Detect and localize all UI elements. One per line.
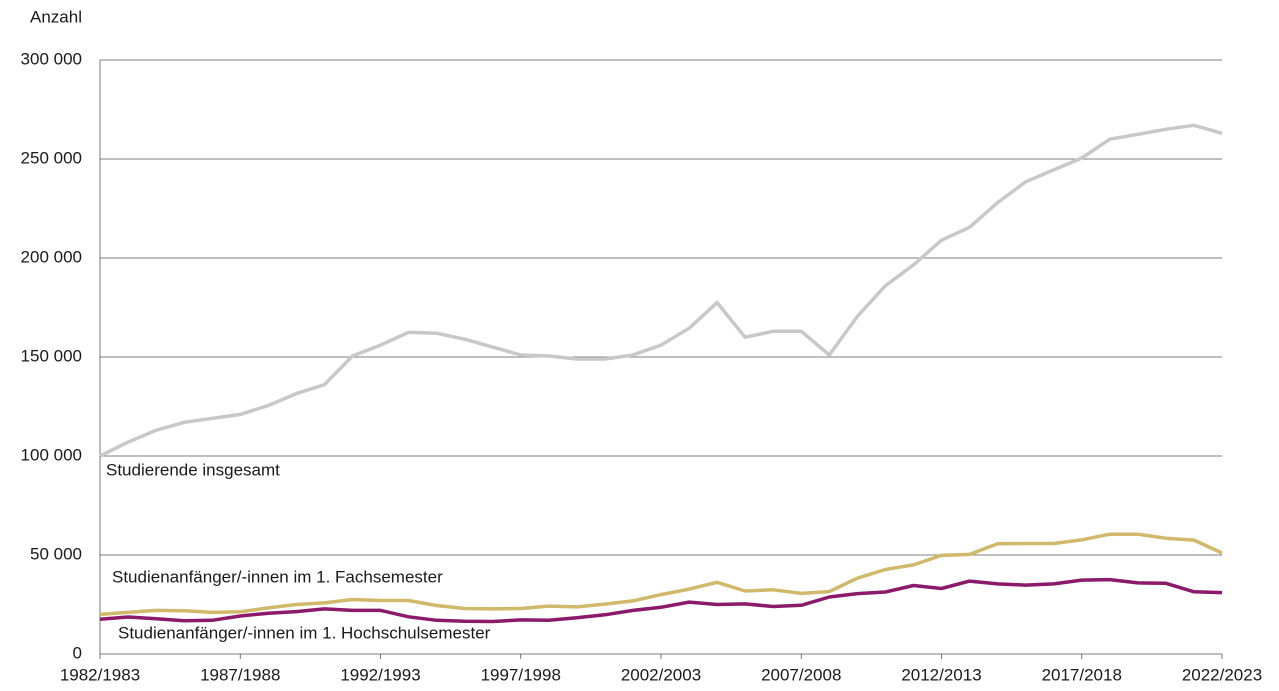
x-tick-label: 1997/1998 <box>481 665 561 684</box>
series-line <box>99 123 1223 458</box>
series-label: Studienanfänger/-innen im 1. Hochschulse… <box>118 623 491 642</box>
x-tick-label: 1987/1988 <box>200 665 280 684</box>
x-tick-label: 2012/2013 <box>901 665 981 684</box>
y-axis-label: Anzahl <box>30 7 82 26</box>
y-tick-label: 300 000 <box>21 49 82 68</box>
x-tick-label: 2017/2018 <box>1042 665 1122 684</box>
y-tick-label: 250 000 <box>21 148 82 167</box>
x-tick-label: 2007/2008 <box>761 665 841 684</box>
x-tick-label: 1992/1993 <box>340 665 420 684</box>
x-tick-label: 2002/2003 <box>621 665 701 684</box>
y-tick-label: 200 000 <box>21 247 82 266</box>
series-label: Studienanfänger/-innen im 1. Fachsemeste… <box>112 567 443 586</box>
x-tick-label: 1982/1983 <box>60 665 140 684</box>
x-tick-label: 2022/2023 <box>1182 665 1262 684</box>
y-tick-label: 150 000 <box>21 346 82 365</box>
series-label: Studierende insgesamt <box>106 460 280 479</box>
y-tick-label: 100 000 <box>21 445 82 464</box>
series-line <box>99 532 1223 617</box>
y-tick-label: 50 000 <box>30 544 82 563</box>
y-tick-label: 0 <box>73 643 82 662</box>
series-line <box>99 577 1223 624</box>
